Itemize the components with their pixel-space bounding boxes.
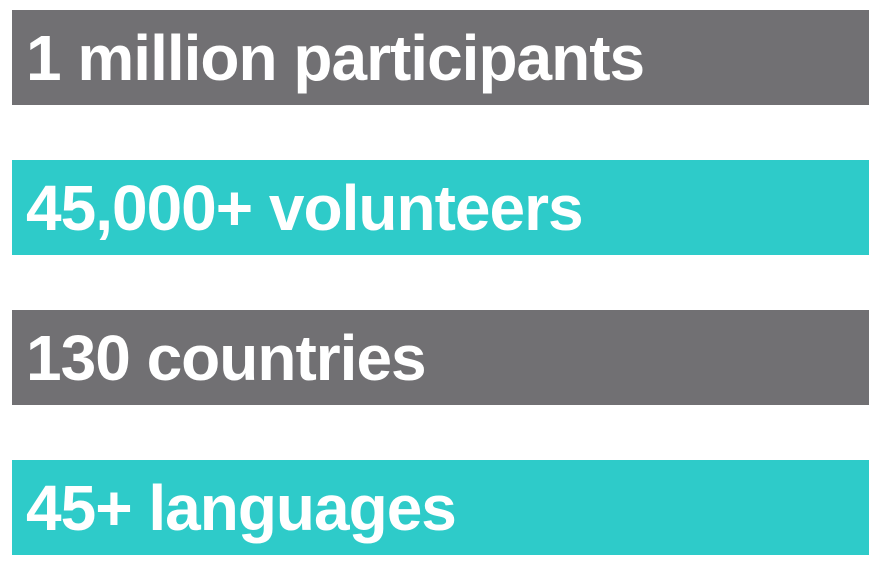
stat-participants-label: 1 million participants [26, 21, 645, 94]
stat-languages: 45+ languages [12, 460, 869, 555]
stat-participants: 1 million participants [12, 10, 869, 105]
stat-languages-label: 45+ languages [26, 471, 457, 544]
stat-countries-label: 130 countries [26, 321, 427, 394]
stat-volunteers-label: 45,000+ volunteers [26, 171, 584, 244]
stat-volunteers: 45,000+ volunteers [12, 160, 869, 255]
stats-list: 1 million participants 45,000+ volunteer… [12, 10, 869, 555]
stat-countries: 130 countries [12, 310, 869, 405]
